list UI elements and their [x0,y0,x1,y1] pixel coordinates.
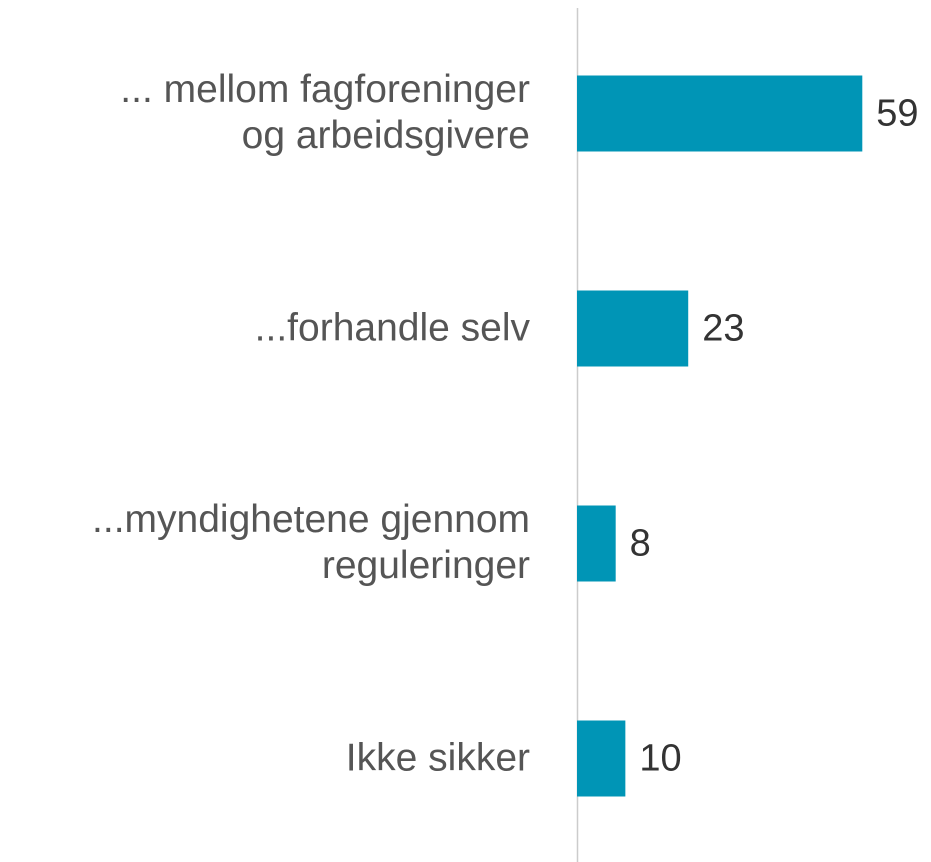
bar [577,720,626,797]
category-label: Ikke sikker [345,736,530,780]
value-label: 10 [639,738,681,780]
bar [577,75,863,152]
value-label: 23 [702,308,744,350]
value-label: 59 [876,93,918,135]
bar [577,290,689,367]
category-label: ...myndighetene gjennom reguleringer [92,497,530,588]
category-label: ...forhandle selv [254,306,530,350]
bar [577,505,616,582]
category-label: ... mellom fagforeninger og arbeidsgiver… [120,67,530,158]
value-label: 8 [630,523,651,565]
